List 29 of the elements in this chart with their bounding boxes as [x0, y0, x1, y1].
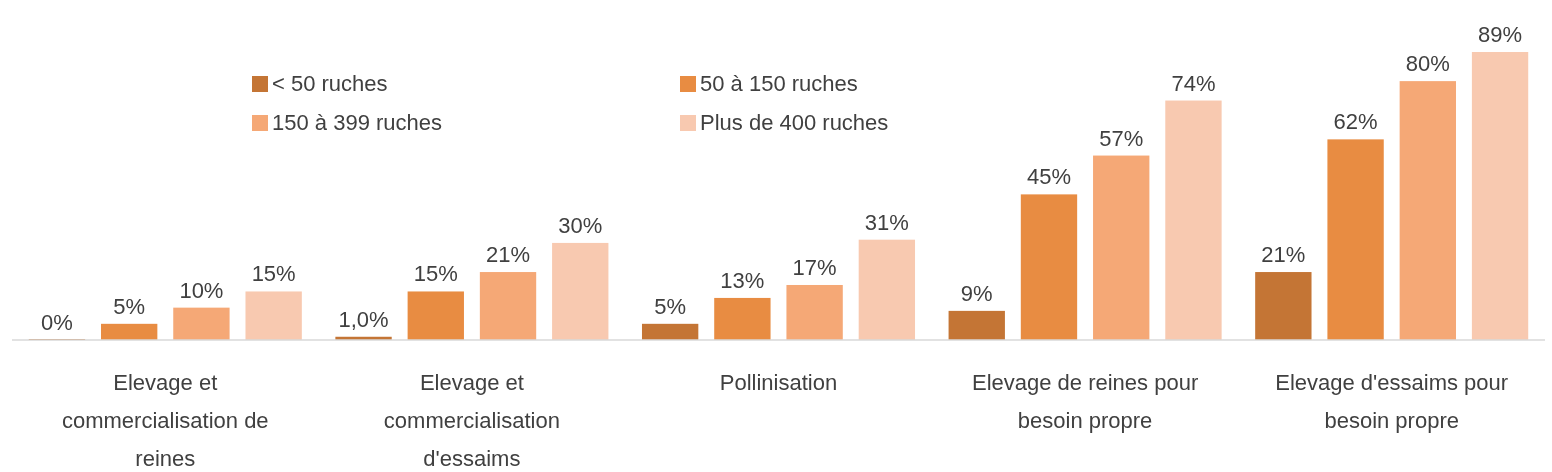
- x-tick-label: Elevage d'essaims pour besoin propre: [1275, 370, 1509, 433]
- data-label: 21%: [1261, 242, 1306, 268]
- data-label: 15%: [251, 261, 296, 287]
- data-label: 1,0%: [338, 306, 389, 332]
- data-label: 80%: [1405, 51, 1450, 77]
- data-label: 0%: [41, 310, 73, 335]
- x-tick-label: Elevage de reines pour besoin propre: [971, 370, 1199, 433]
- legend-label: 150 à 399 ruches: [272, 110, 443, 135]
- legend-label: < 50 ruches: [272, 71, 388, 96]
- x-tick-label: Elevage et commercialisation de reines: [61, 370, 269, 471]
- data-label: 5%: [654, 293, 687, 319]
- data-label: 89%: [1478, 22, 1523, 47]
- data-label: 57%: [1099, 125, 1144, 151]
- data-label: 31%: [864, 209, 909, 235]
- data-label: 5%: [113, 293, 146, 319]
- data-label: 15%: [413, 261, 458, 287]
- x-tick-label: Elevage et commercialisation d'essaims: [383, 370, 560, 471]
- data-label: 13%: [720, 267, 765, 293]
- data-label: 10%: [179, 277, 224, 303]
- data-label: 30%: [558, 212, 603, 238]
- legend-label: 50 à 150 ruches: [700, 71, 858, 96]
- data-label: 21%: [485, 242, 531, 268]
- data-label: 9%: [960, 280, 993, 306]
- data-label: 62%: [1333, 109, 1378, 135]
- data-label: 74%: [1171, 70, 1216, 96]
- x-tick-label: Pollinisation: [719, 370, 838, 395]
- legend-label: Plus de 400 ruches: [700, 110, 889, 135]
- data-label: 45%: [1026, 164, 1072, 190]
- data-label: 17%: [792, 254, 837, 280]
